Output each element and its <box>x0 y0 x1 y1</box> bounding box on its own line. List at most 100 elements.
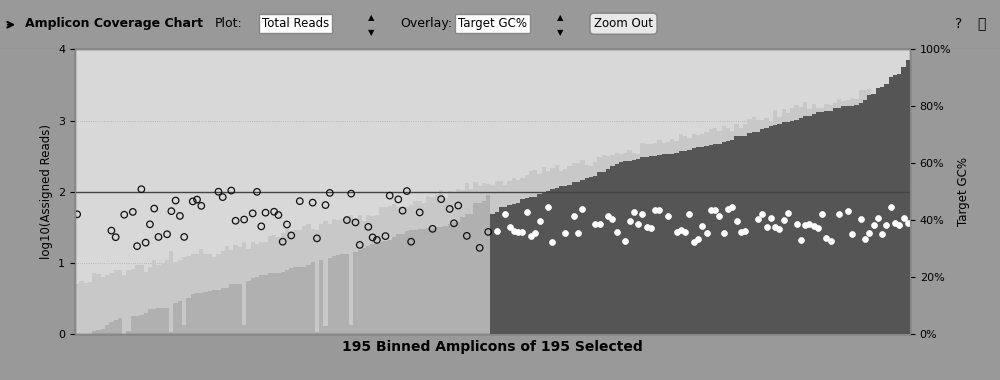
Bar <box>169 332 173 334</box>
Point <box>146 206 162 212</box>
Bar <box>580 180 585 334</box>
Bar <box>516 180 520 334</box>
Bar <box>328 224 332 334</box>
Bar <box>413 201 418 334</box>
Bar <box>752 132 756 334</box>
Bar <box>717 131 722 334</box>
Point <box>900 220 916 226</box>
Bar <box>418 201 422 334</box>
Bar <box>285 270 289 334</box>
Bar <box>131 269 135 334</box>
Bar <box>139 265 144 334</box>
Bar <box>649 144 653 334</box>
Text: ▼: ▼ <box>368 28 374 36</box>
Bar <box>101 277 105 334</box>
Bar <box>820 112 824 334</box>
Bar <box>139 315 144 334</box>
Point <box>352 242 368 248</box>
Bar <box>173 303 178 334</box>
Point <box>733 229 749 235</box>
Bar <box>824 111 829 334</box>
Bar <box>760 129 764 334</box>
Bar <box>516 203 520 334</box>
Bar <box>448 191 452 334</box>
Bar <box>255 244 259 334</box>
Bar <box>88 282 92 334</box>
Bar <box>409 205 413 334</box>
Bar <box>276 237 281 334</box>
Bar <box>152 260 156 334</box>
Point <box>600 213 616 219</box>
Bar <box>769 126 773 334</box>
Text: ▲: ▲ <box>368 13 374 22</box>
Bar <box>889 77 893 334</box>
Bar <box>499 207 503 334</box>
Bar <box>850 106 854 334</box>
Point <box>395 207 411 214</box>
Bar <box>880 87 884 334</box>
Bar <box>799 118 803 334</box>
Bar <box>692 135 696 334</box>
Bar <box>833 108 837 334</box>
Bar <box>901 67 906 334</box>
Bar <box>302 267 306 334</box>
Bar <box>435 194 439 334</box>
Point <box>622 217 638 223</box>
Point <box>283 233 299 239</box>
Point <box>793 237 809 243</box>
Bar <box>473 203 478 334</box>
Bar <box>674 141 679 334</box>
Bar <box>238 283 242 334</box>
Bar <box>114 270 118 334</box>
Bar <box>238 247 242 334</box>
Point <box>840 208 856 214</box>
Bar <box>512 178 516 334</box>
Point <box>694 223 710 229</box>
Bar <box>722 142 726 334</box>
Bar <box>807 116 812 334</box>
Bar <box>880 91 884 334</box>
Bar <box>794 105 799 334</box>
Bar <box>700 134 704 334</box>
Bar <box>640 157 645 334</box>
Bar <box>144 314 148 334</box>
Bar <box>602 172 606 334</box>
Bar <box>405 207 409 334</box>
Bar <box>345 254 349 334</box>
Bar <box>512 204 516 334</box>
Point <box>176 234 192 240</box>
Bar <box>315 230 319 334</box>
Bar <box>165 308 169 334</box>
Point <box>168 198 184 204</box>
Bar <box>683 151 687 334</box>
Bar <box>606 169 610 334</box>
Bar <box>837 108 841 334</box>
Bar <box>580 160 585 334</box>
Bar <box>645 144 649 334</box>
Bar <box>452 222 456 334</box>
Bar <box>285 229 289 334</box>
Point <box>142 221 158 227</box>
Point <box>189 196 205 203</box>
Bar <box>490 185 495 334</box>
Point <box>844 231 860 237</box>
Point <box>677 229 693 235</box>
Bar <box>191 254 195 334</box>
Point <box>823 238 839 244</box>
Point <box>514 229 530 235</box>
Bar <box>418 230 422 334</box>
Point <box>433 196 449 202</box>
Bar <box>135 316 139 334</box>
Bar <box>173 262 178 334</box>
Bar <box>319 225 323 334</box>
Point <box>780 210 796 216</box>
Point <box>626 209 642 215</box>
Point <box>861 230 877 236</box>
Point <box>643 225 659 231</box>
Bar <box>203 292 208 334</box>
Bar <box>456 189 460 334</box>
Point <box>587 221 603 227</box>
Bar <box>469 214 473 334</box>
Point <box>193 203 209 209</box>
Point <box>497 211 513 217</box>
